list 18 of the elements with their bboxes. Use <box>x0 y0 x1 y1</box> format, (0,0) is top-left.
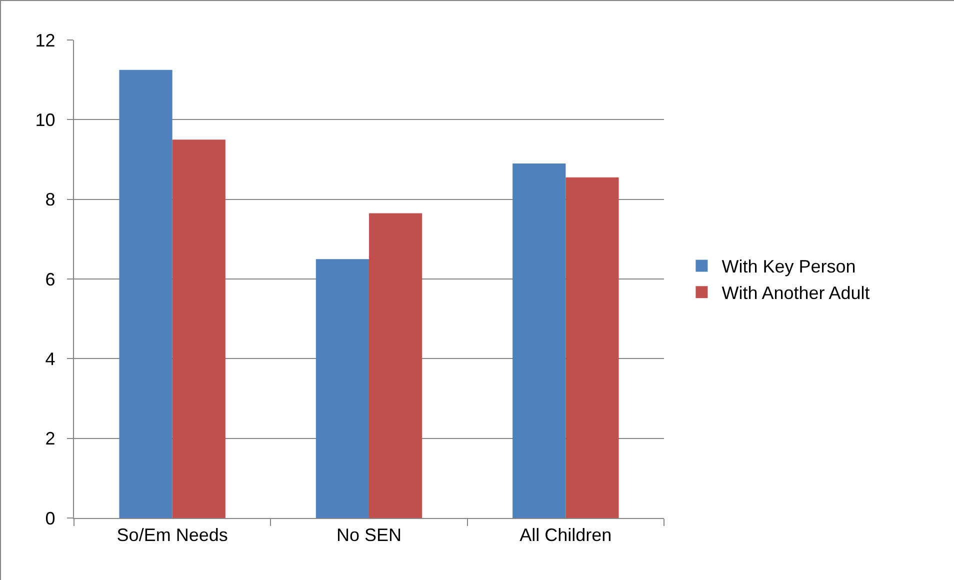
bar <box>512 163 566 518</box>
y-tick-label: 0 <box>45 508 56 528</box>
legend-label: With Another Adult <box>722 283 870 304</box>
bar <box>369 213 422 518</box>
x-tick-label: All Children <box>520 524 612 545</box>
bar <box>566 177 619 518</box>
y-tick-label: 10 <box>35 110 56 130</box>
legend-label: With Key Person <box>722 256 856 277</box>
bar <box>119 70 172 518</box>
y-tick-label: 2 <box>45 428 56 449</box>
x-tick-label: No SEN <box>336 524 402 545</box>
y-tick-label: 12 <box>35 30 56 50</box>
y-tick-label: 8 <box>45 190 56 210</box>
bar <box>316 259 369 518</box>
y-tick-label: 6 <box>45 269 56 290</box>
bar <box>172 140 226 518</box>
x-tick-label: So/Em Needs <box>116 524 228 545</box>
y-tick-label: 4 <box>45 348 56 369</box>
